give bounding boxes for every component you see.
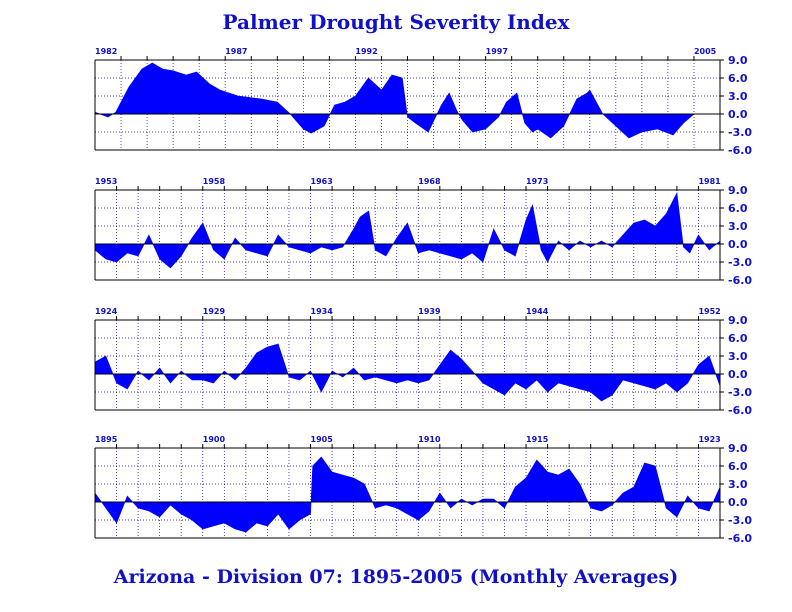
panel-3: 1924 1929 1934 1939 1944 1952 9.0 6.0 3.0 0.0 -3.0… [94, 307, 752, 417]
panel-4-y-tick-label: 6.0 [728, 460, 748, 473]
panel-2-year-label: 1953 [95, 177, 117, 186]
panel-2-y-tick-label: -3.0 [728, 256, 752, 269]
panel-3-y-tick-label: 9.0 [728, 314, 748, 327]
panel-3-area [94, 343, 721, 402]
panel-2-year-label: 1958 [203, 177, 226, 186]
panel-1-y-tick-label: 3.0 [728, 90, 748, 103]
panel-1-year-label: 1997 [486, 47, 508, 56]
panel-1-y-tick-label: 6.0 [728, 72, 748, 85]
panel-3-year-label: 1939 [418, 307, 441, 316]
panel-2: 1953 1958 1963 1968 1973 1981 9.0 6.0 3.0 0.0 -3.0… [94, 177, 752, 287]
panel-1-y-tick-label: -3.0 [728, 126, 752, 139]
panel-3-y-tick-label: 0.0 [728, 368, 748, 381]
panel-4-y-tick-label: 3.0 [728, 478, 748, 491]
panel-1-year-label: 1987 [225, 47, 247, 56]
panel-2-y-tick-label: 9.0 [728, 184, 748, 197]
panel-3-y-tick-label: -3.0 [728, 386, 752, 399]
panel-2-y-tick-label: 6.0 [728, 202, 748, 215]
chart-footer: Arizona - Division 07: 1895-2005 (Monthl… [113, 566, 679, 588]
panel-4-y-tick-label: 9.0 [728, 442, 748, 455]
panel-4-area [94, 456, 721, 533]
panel-1-year-label: 1992 [355, 47, 377, 56]
panel-1: 1982 1987 1992 1997 2005 9.0 6.0 3.0 0.0 -3.0 -6.0 [94, 47, 752, 157]
panel-1-year-label: 1982 [95, 47, 117, 56]
panel-4-year-label: 1915 [526, 435, 549, 444]
panel-1-y-tick-label: 9.0 [728, 54, 748, 67]
panel-1-area [94, 62, 695, 139]
panel-3-y-tick-label: 3.0 [728, 350, 748, 363]
panel-2-area [94, 191, 721, 269]
panel-3-year-label: 1929 [203, 307, 226, 316]
panel-3-year-label: 1952 [698, 307, 720, 316]
panel-3-year-label: 1924 [95, 307, 118, 316]
panel-3-y-tick-label: -6.0 [728, 404, 752, 417]
panel-2-y-tick-label: -6.0 [728, 274, 752, 287]
panel-1-year-label: 2005 [694, 47, 717, 56]
panel-3-year-label: 1944 [526, 307, 549, 316]
panel-1-y-tick-label: -6.0 [728, 144, 752, 157]
panel-2-y-tick-label: 0.0 [728, 238, 748, 251]
panel-4-year-label: 1923 [698, 435, 720, 444]
panel-4: 1895 1900 1905 1910 1915 1923 9.0 6.0 3.0 0.0 -3.0… [94, 435, 752, 545]
panel-4-y-tick-label: -3.0 [728, 514, 752, 527]
panel-4-y-tick-label: 0.0 [728, 496, 748, 509]
panel-1-y-tick-label: 0.0 [728, 108, 748, 121]
panel-4-year-label: 1910 [418, 435, 441, 444]
panel-4-y-tick-label: -6.0 [728, 532, 752, 545]
panel-2-year-label: 1963 [311, 177, 333, 186]
panel-2-y-tick-label: 3.0 [728, 220, 748, 233]
panel-4-year-label: 1905 [311, 435, 334, 444]
panel-2-year-label: 1981 [698, 177, 721, 186]
panel-4-year-label: 1900 [203, 435, 226, 444]
panel-3-year-label: 1934 [311, 307, 334, 316]
panel-3-y-tick-label: 6.0 [728, 332, 748, 345]
panel-2-year-label: 1968 [418, 177, 441, 186]
panel-2-year-label: 1973 [526, 177, 548, 186]
chart-title: Palmer Drought Severity Index [222, 10, 570, 34]
panel-4-year-label: 1895 [95, 435, 118, 444]
